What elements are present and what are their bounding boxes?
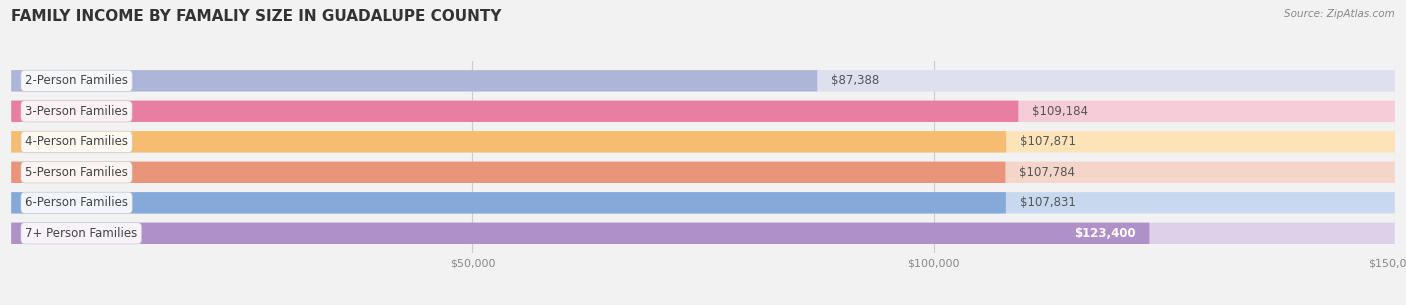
FancyBboxPatch shape (11, 223, 1150, 244)
Text: FAMILY INCOME BY FAMALIY SIZE IN GUADALUPE COUNTY: FAMILY INCOME BY FAMALIY SIZE IN GUADALU… (11, 9, 502, 24)
FancyBboxPatch shape (11, 192, 1005, 214)
FancyBboxPatch shape (11, 192, 1395, 214)
FancyBboxPatch shape (11, 70, 1395, 92)
Text: 6-Person Families: 6-Person Families (25, 196, 128, 209)
FancyBboxPatch shape (11, 131, 1395, 152)
FancyBboxPatch shape (11, 162, 1005, 183)
Text: $107,831: $107,831 (1019, 196, 1076, 209)
Text: 4-Person Families: 4-Person Families (25, 135, 128, 148)
Text: $107,871: $107,871 (1019, 135, 1076, 148)
Text: $107,784: $107,784 (1019, 166, 1076, 179)
FancyBboxPatch shape (11, 131, 1007, 152)
Text: 3-Person Families: 3-Person Families (25, 105, 128, 118)
Text: $109,184: $109,184 (1032, 105, 1088, 118)
FancyBboxPatch shape (11, 223, 1395, 244)
Text: 7+ Person Families: 7+ Person Families (25, 227, 138, 240)
Text: 2-Person Families: 2-Person Families (25, 74, 128, 87)
FancyBboxPatch shape (11, 70, 817, 92)
FancyBboxPatch shape (11, 101, 1395, 122)
Text: 5-Person Families: 5-Person Families (25, 166, 128, 179)
Text: Source: ZipAtlas.com: Source: ZipAtlas.com (1284, 9, 1395, 19)
Text: $87,388: $87,388 (831, 74, 879, 87)
FancyBboxPatch shape (11, 101, 1018, 122)
FancyBboxPatch shape (11, 162, 1395, 183)
Text: $123,400: $123,400 (1074, 227, 1136, 240)
